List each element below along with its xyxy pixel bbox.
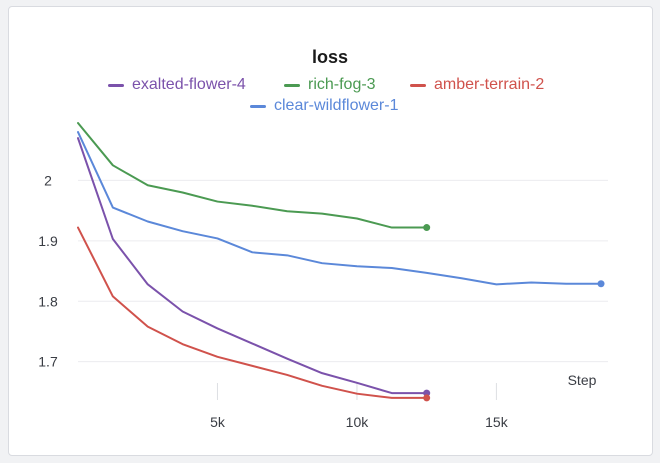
legend-label: clear-wildflower-1 (274, 97, 399, 114)
legend-item-amber-terrain-2[interactable]: amber-terrain-2 (410, 76, 544, 94)
legend-label: amber-terrain-2 (434, 76, 545, 93)
legend-label: exalted-flower-4 (132, 76, 246, 93)
x-tick-label: 15k (485, 414, 509, 430)
chart-title: loss (311, 47, 349, 67)
series-end-point-exalted-flower-4 (423, 389, 431, 397)
series-line-exalted-flower-4 (77, 137, 428, 395)
y-tick-label: 2 (44, 172, 52, 188)
y-tick-label: 1.8 (38, 293, 58, 309)
series-line-clear-wildflower-1 (77, 131, 603, 286)
legend-item-clear-wildflower-1[interactable]: clear-wildflower-1 (250, 97, 398, 115)
x-tick-label: 5k (210, 414, 226, 430)
series-line-rich-fog-3 (77, 122, 428, 229)
chart-panel (8, 6, 653, 456)
y-tick-label: 1.7 (38, 354, 58, 370)
legend-label: rich-fog-3 (308, 76, 376, 93)
legend-swatch (250, 104, 266, 108)
series-line-amber-terrain-2 (77, 226, 428, 399)
legend-swatch (284, 83, 300, 87)
legend-item-exalted-flower-4[interactable]: exalted-flower-4 (108, 76, 246, 94)
x-axis-label: Step (568, 372, 597, 388)
legend-swatch (108, 83, 124, 87)
legend-item-rich-fog-3[interactable]: rich-fog-3 (284, 76, 376, 94)
series-end-point-clear-wildflower-1 (597, 280, 605, 288)
y-tick-label: 1.9 (38, 233, 58, 249)
series-end-point-amber-terrain-2 (423, 394, 431, 402)
x-tick-label: 10k (346, 414, 370, 430)
series-end-point-rich-fog-3 (423, 224, 431, 232)
legend-swatch (410, 83, 426, 87)
